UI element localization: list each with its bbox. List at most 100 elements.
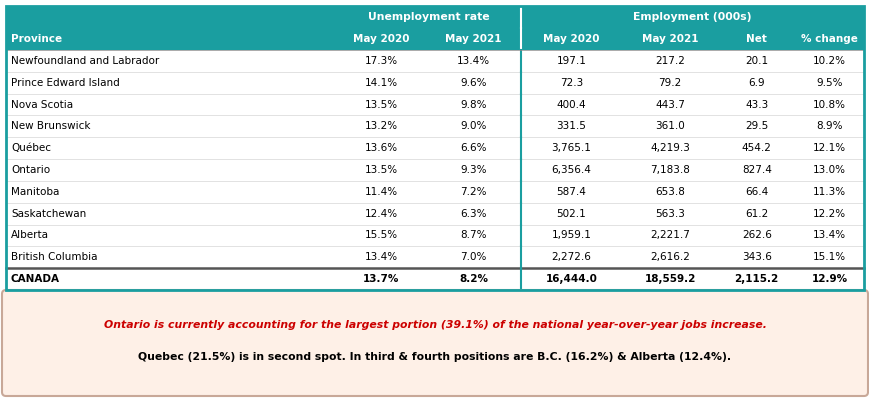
Bar (6, 50, 863, 72)
Text: 17.3%: 17.3% (364, 56, 397, 66)
Text: New Brunswick: New Brunswick (11, 121, 90, 131)
Bar (6, 6, 863, 290)
Text: 8.2%: 8.2% (459, 274, 488, 284)
Text: May 2021: May 2021 (445, 34, 501, 44)
Text: 12.1%: 12.1% (813, 143, 846, 153)
Text: 827.4: 827.4 (741, 165, 771, 175)
Text: 20.1: 20.1 (745, 56, 767, 66)
Text: 6.6%: 6.6% (460, 143, 487, 153)
Bar (6, 94, 863, 115)
Text: 43.3: 43.3 (744, 100, 767, 109)
Text: Manitoba: Manitoba (11, 187, 59, 197)
Text: Newfoundland and Labrador: Newfoundland and Labrador (11, 56, 159, 66)
Text: 13.4%: 13.4% (456, 56, 489, 66)
Text: 13.6%: 13.6% (364, 143, 397, 153)
Text: 13.4%: 13.4% (813, 230, 846, 240)
Text: 9.0%: 9.0% (460, 121, 487, 131)
Text: 587.4: 587.4 (556, 187, 586, 197)
Text: 9.5%: 9.5% (815, 78, 842, 88)
Text: 13.5%: 13.5% (364, 100, 397, 109)
Text: 12.9%: 12.9% (811, 274, 846, 284)
Text: 6.3%: 6.3% (460, 209, 487, 219)
Bar (6, 159, 863, 181)
Text: Province: Province (11, 34, 62, 44)
Text: 563.3: 563.3 (654, 209, 684, 219)
Text: British Columbia: British Columbia (11, 252, 97, 262)
Text: 15.5%: 15.5% (364, 230, 397, 240)
Text: Québec: Québec (11, 143, 51, 153)
Bar (6, 224, 863, 246)
Text: 6.9: 6.9 (747, 78, 764, 88)
Text: 72.3: 72.3 (559, 78, 582, 88)
Text: May 2020: May 2020 (542, 34, 599, 44)
Bar (6, 268, 863, 290)
Text: Unemployment rate: Unemployment rate (368, 12, 489, 22)
Bar (6, 6, 863, 28)
Text: 13.4%: 13.4% (364, 252, 397, 262)
Text: 2,221.7: 2,221.7 (649, 230, 689, 240)
Text: 262.6: 262.6 (741, 230, 771, 240)
Text: 8.9%: 8.9% (815, 121, 842, 131)
Text: 361.0: 361.0 (654, 121, 684, 131)
Text: Net: Net (746, 34, 766, 44)
Text: 13.0%: 13.0% (813, 165, 846, 175)
Text: Alberta: Alberta (11, 230, 49, 240)
Text: 217.2: 217.2 (654, 56, 684, 66)
Text: 10.8%: 10.8% (813, 100, 846, 109)
Text: 15.1%: 15.1% (813, 252, 846, 262)
Text: 331.5: 331.5 (556, 121, 586, 131)
Text: 443.7: 443.7 (654, 100, 684, 109)
Text: 7,183.8: 7,183.8 (649, 165, 689, 175)
Text: 7.2%: 7.2% (460, 187, 487, 197)
Text: Saskatchewan: Saskatchewan (11, 209, 86, 219)
Text: Prince Edward Island: Prince Edward Island (11, 78, 120, 88)
Text: 2,115.2: 2,115.2 (733, 274, 778, 284)
Text: 13.2%: 13.2% (364, 121, 397, 131)
Text: Ontario is currently accounting for the largest portion (39.1%) of the national : Ontario is currently accounting for the … (103, 320, 766, 330)
Text: 9.3%: 9.3% (460, 165, 487, 175)
Text: 13.5%: 13.5% (364, 165, 397, 175)
Text: 9.6%: 9.6% (460, 78, 487, 88)
Text: 79.2: 79.2 (658, 78, 681, 88)
Text: 3,765.1: 3,765.1 (551, 143, 591, 153)
Text: 343.6: 343.6 (741, 252, 771, 262)
Text: 11.4%: 11.4% (364, 187, 397, 197)
Text: 61.2: 61.2 (744, 209, 767, 219)
Bar (6, 246, 863, 268)
Text: 8.7%: 8.7% (460, 230, 487, 240)
Text: Nova Scotia: Nova Scotia (11, 100, 73, 109)
Text: 66.4: 66.4 (744, 187, 767, 197)
FancyBboxPatch shape (2, 290, 867, 396)
Text: 18,559.2: 18,559.2 (644, 274, 695, 284)
Text: 13.7%: 13.7% (362, 274, 399, 284)
Text: % change: % change (800, 34, 857, 44)
Text: 11.3%: 11.3% (813, 187, 846, 197)
Text: 6,356.4: 6,356.4 (551, 165, 591, 175)
Text: 10.2%: 10.2% (813, 56, 846, 66)
Text: Employment (000s): Employment (000s) (633, 12, 751, 22)
Bar (6, 28, 863, 50)
Bar (6, 72, 863, 94)
Text: 2,272.6: 2,272.6 (551, 252, 591, 262)
Text: 9.8%: 9.8% (460, 100, 487, 109)
Text: Quebec (21.5%) is in second spot. In third & fourth positions are B.C. (16.2%) &: Quebec (21.5%) is in second spot. In thi… (138, 352, 731, 362)
Text: 197.1: 197.1 (556, 56, 586, 66)
Text: CANADA: CANADA (11, 274, 60, 284)
Bar (6, 115, 863, 137)
Text: May 2020: May 2020 (353, 34, 409, 44)
Text: 29.5: 29.5 (744, 121, 767, 131)
Text: 454.2: 454.2 (741, 143, 771, 153)
Text: 14.1%: 14.1% (364, 78, 397, 88)
Bar (6, 137, 863, 159)
Bar (6, 181, 863, 203)
Bar (6, 203, 863, 224)
Text: 2,616.2: 2,616.2 (649, 252, 689, 262)
Text: Ontario: Ontario (11, 165, 50, 175)
Text: 400.4: 400.4 (556, 100, 586, 109)
Text: 502.1: 502.1 (556, 209, 586, 219)
Text: 7.0%: 7.0% (460, 252, 487, 262)
Text: 16,444.0: 16,444.0 (545, 274, 597, 284)
Text: 1,959.1: 1,959.1 (551, 230, 591, 240)
Text: May 2021: May 2021 (641, 34, 698, 44)
Text: 4,219.3: 4,219.3 (649, 143, 689, 153)
